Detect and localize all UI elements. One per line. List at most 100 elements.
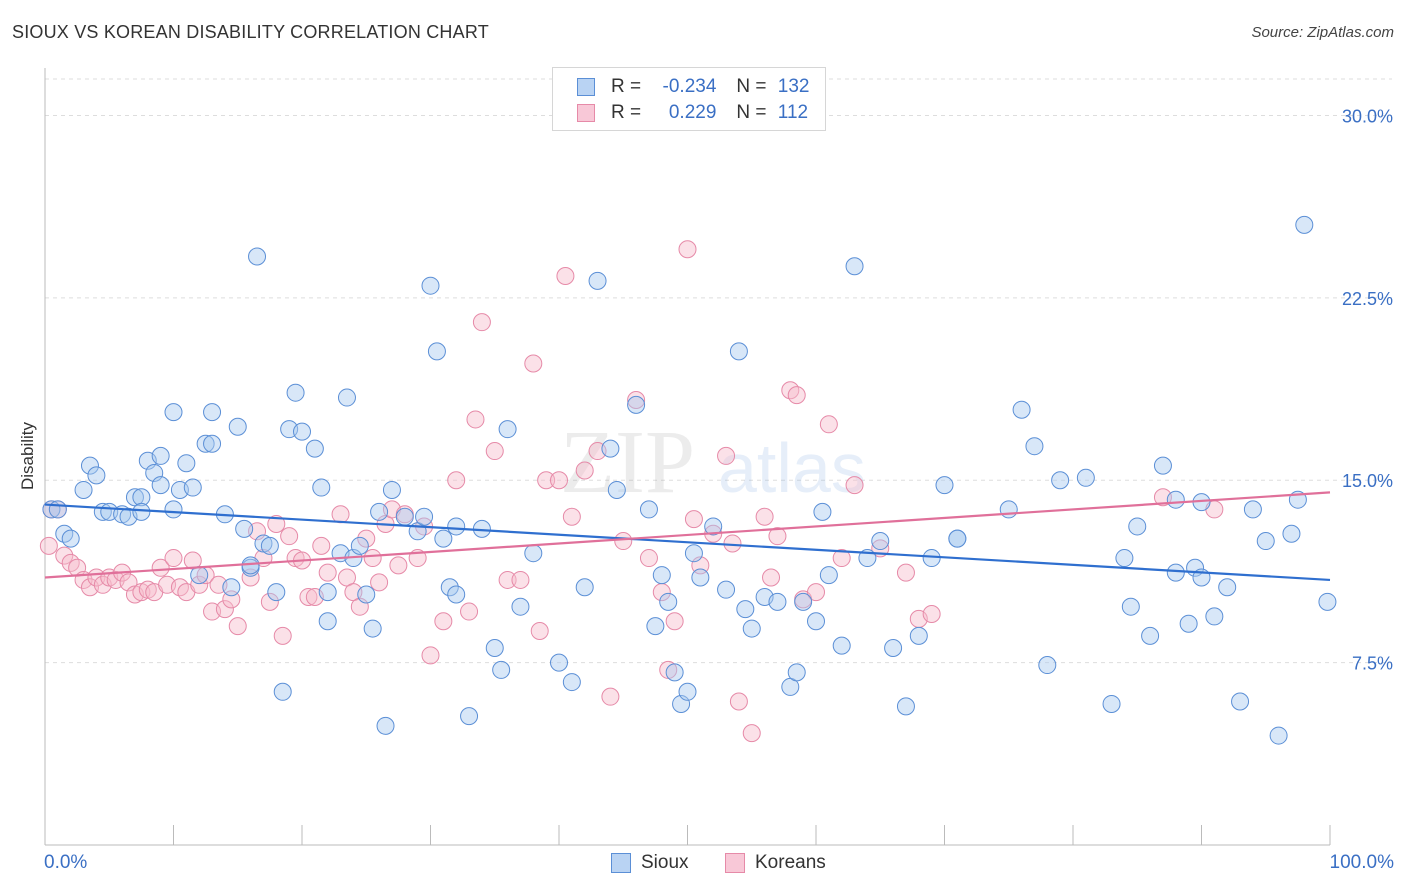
sioux-point (1076, 468, 1095, 487)
bottom-legend-sioux-label: Sioux (641, 852, 689, 873)
sioux-point (228, 417, 247, 436)
koreans-point (460, 602, 479, 621)
watermark: ZIP atlas (560, 413, 866, 512)
sioux-point (235, 519, 254, 538)
sioux-point (87, 466, 106, 485)
koreans-point (472, 313, 491, 332)
sioux-point (819, 566, 838, 585)
sioux-point (164, 500, 183, 519)
koreans-point (485, 442, 504, 461)
sioux-point (684, 544, 703, 563)
koreans-point (807, 583, 825, 602)
koreans-point (755, 507, 774, 526)
chart-title: SIOUX VS KOREAN DISABILITY CORRELATION C… (12, 22, 489, 42)
sioux-point (665, 663, 684, 682)
sioux-point (575, 578, 594, 597)
watermark-zip: ZIP (560, 413, 695, 512)
sioux-point (742, 619, 761, 638)
koreans-point (228, 617, 247, 636)
koreans-swatch (725, 853, 745, 873)
sioux-point (871, 532, 890, 551)
sioux-point (627, 395, 646, 414)
koreans-point (922, 604, 941, 623)
sioux-point (132, 502, 151, 521)
koreans-point (768, 527, 787, 546)
koreans-point (742, 724, 761, 743)
koreans-point (678, 240, 697, 259)
koreans-point (318, 563, 337, 582)
sioux-point (305, 439, 324, 458)
axes (44, 68, 1331, 846)
koreans-point (717, 446, 736, 465)
koreans-point (260, 592, 279, 611)
koreans-point (787, 386, 806, 405)
sioux-point (1166, 490, 1185, 509)
sioux-point (562, 673, 581, 692)
sioux-point (312, 478, 331, 497)
koreans-point (762, 568, 781, 587)
sioux-point (1218, 578, 1237, 597)
koreans-point (524, 354, 543, 373)
sioux-point (74, 480, 93, 499)
sioux-point (1141, 626, 1160, 645)
sioux-point (440, 578, 459, 597)
sioux-point (1166, 563, 1185, 582)
sioux-point (524, 544, 543, 563)
sioux-point (395, 507, 414, 526)
koreans-point (151, 558, 170, 577)
sioux-point (151, 476, 170, 495)
sioux-point (999, 500, 1018, 519)
sioux-point (1179, 614, 1198, 633)
sioux-point (646, 617, 665, 636)
sioux-point (1269, 726, 1288, 745)
sioux-point (1243, 500, 1262, 519)
koreans-point (299, 587, 318, 606)
sioux-point (248, 247, 267, 266)
sioux-point (363, 619, 382, 638)
sioux-point (447, 517, 466, 536)
y-tick-labels: 7.5% 15.0% 22.5% 30.0% (1342, 106, 1393, 673)
koreans-point (530, 622, 549, 641)
sioux-point (1115, 549, 1134, 568)
sioux-point (736, 600, 755, 619)
sioux-point (1102, 694, 1121, 713)
koreans-point (556, 266, 575, 285)
koreans-point (845, 476, 864, 495)
sioux-point (80, 456, 99, 475)
koreans-point (575, 461, 594, 480)
sioux-point (498, 420, 517, 439)
sioux-point (678, 682, 697, 701)
koreans-point (312, 536, 331, 555)
koreans-point (215, 600, 234, 619)
koreans-point (627, 390, 646, 409)
sioux-point (132, 488, 151, 507)
koreans-point (39, 536, 58, 555)
koreans-point (896, 563, 915, 582)
legend-n-label: N = (736, 102, 767, 123)
sioux-point (1038, 656, 1057, 675)
sioux-point (415, 507, 434, 526)
legend: R = -0.234 N = 132 R = 0.229 N = 112 (552, 67, 826, 131)
sioux-point (485, 639, 504, 658)
sioux-point (151, 446, 170, 465)
sioux-point (357, 585, 376, 604)
sioux-point (260, 536, 279, 555)
sioux-point (832, 636, 851, 655)
sioux-point (61, 529, 80, 548)
sioux-point (190, 566, 209, 585)
sioux-point (434, 529, 453, 548)
y-tick-label: 30.0% (1342, 106, 1393, 126)
koreans-swatch (577, 104, 595, 122)
koreans-point (665, 612, 684, 631)
sioux-point (337, 388, 356, 407)
sioux-point (729, 342, 748, 361)
sioux-point (203, 434, 222, 453)
sioux-point (421, 276, 440, 295)
sioux-point (177, 454, 196, 473)
y-tick-label: 15.0% (1342, 471, 1393, 491)
sioux-point (1025, 437, 1044, 456)
legend-r-value: -0.234 (662, 76, 717, 97)
koreans-point (363, 549, 382, 568)
sioux-point (511, 597, 530, 616)
koreans-point (511, 570, 530, 589)
